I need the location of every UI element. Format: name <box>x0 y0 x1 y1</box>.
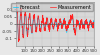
Measurement <box>15 11 16 12</box>
Forecast <box>48 25 49 26</box>
Measurement <box>16 5 17 6</box>
Forecast <box>15 15 16 16</box>
Line: Forecast: Forecast <box>16 6 94 40</box>
Forecast <box>93 23 95 24</box>
Forecast <box>81 22 82 23</box>
Measurement <box>19 20 20 21</box>
Legend: Forecast, Measurement: Forecast, Measurement <box>11 3 93 11</box>
Measurement <box>48 27 49 28</box>
Measurement <box>93 23 95 24</box>
Forecast <box>16 5 17 6</box>
Measurement <box>18 41 19 42</box>
Measurement <box>81 20 82 21</box>
Line: Measurement: Measurement <box>16 5 94 42</box>
Measurement <box>27 34 28 35</box>
